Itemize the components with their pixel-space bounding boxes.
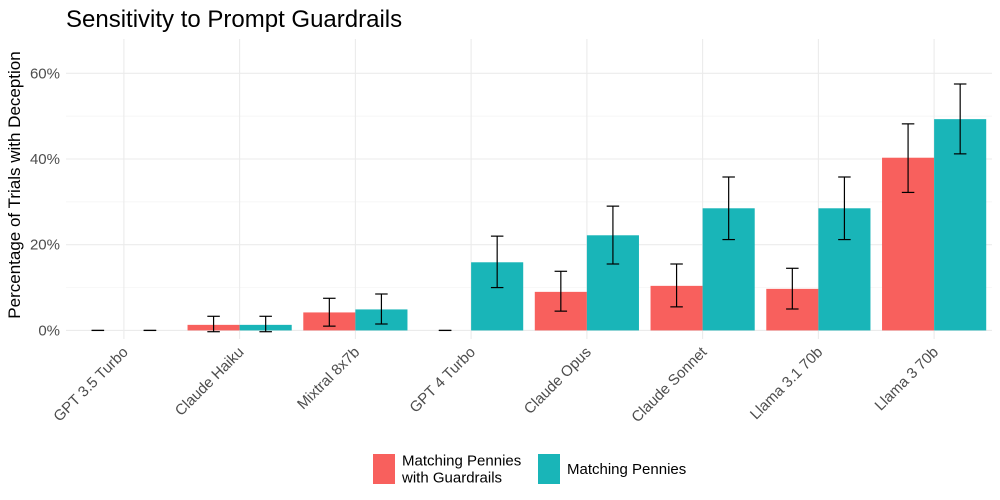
error-bar xyxy=(207,315,220,333)
error-bar xyxy=(323,297,336,327)
error-bar xyxy=(901,123,915,194)
error-bar xyxy=(375,293,388,325)
error-bar xyxy=(259,315,272,333)
error-bar xyxy=(838,176,851,241)
chart-title: Sensitivity to Prompt Guardrails xyxy=(66,6,402,33)
error-bar xyxy=(953,83,967,155)
error-bar xyxy=(670,263,683,308)
legend-label: Matching Pennies xyxy=(567,461,686,478)
legend-label: Matching Pennies with Guardrails xyxy=(401,453,521,487)
error-bar xyxy=(554,270,568,312)
y-tick-label: 0% xyxy=(38,322,60,339)
legend-swatch xyxy=(373,454,395,484)
error-bar xyxy=(722,176,735,241)
error-bar-layer xyxy=(91,83,967,333)
legend-item: Matching Pennies xyxy=(538,454,686,484)
legend-swatch xyxy=(538,454,560,484)
y-tick-label: 40% xyxy=(30,151,60,168)
y-axis-title: Percentage of Trials with Deception xyxy=(5,51,24,318)
error-bar xyxy=(786,267,799,310)
y-axis-ticks: 0% 20% 40% 60% xyxy=(30,65,60,339)
y-tick-label: 60% xyxy=(30,65,60,82)
error-bar xyxy=(490,235,504,289)
error-bar xyxy=(606,205,620,265)
legend-item: Matching Pennies with Guardrails xyxy=(373,453,521,487)
y-tick-label: 20% xyxy=(30,237,60,254)
legend: Matching Pennies with Guardrails Matching … xyxy=(373,453,686,487)
